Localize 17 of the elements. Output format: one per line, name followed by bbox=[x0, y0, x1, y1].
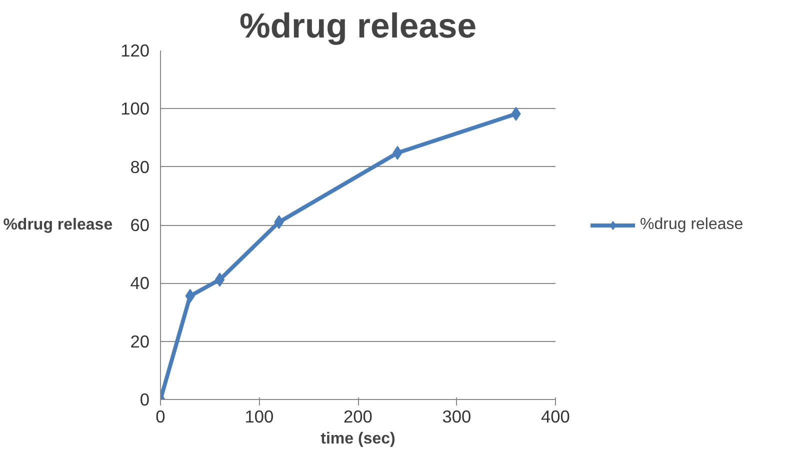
x-axis-title: time (sec) bbox=[320, 430, 396, 448]
y-tick-label: 40 bbox=[130, 273, 150, 294]
x-tick-label: 100 bbox=[244, 406, 274, 426]
y-tick-label: 120 bbox=[120, 40, 150, 60]
x-tick-label: 200 bbox=[344, 406, 372, 426]
y-tick-label: 0 bbox=[140, 390, 150, 410]
y-axis-title: %drug release bbox=[3, 216, 113, 234]
chart-title: %drug release bbox=[240, 8, 476, 46]
y-tick-label: 20 bbox=[130, 331, 150, 352]
point bbox=[214, 272, 225, 287]
y-tick-label: 60 bbox=[130, 215, 150, 235]
legend-label: %drug release bbox=[640, 216, 744, 234]
x-tick-label: 400 bbox=[541, 406, 570, 426]
x-tick-label: 300 bbox=[442, 406, 472, 426]
y-tick-label: 80 bbox=[130, 156, 150, 177]
y-tick-label: 100 bbox=[120, 98, 150, 119]
x-tick-label: 0 bbox=[156, 406, 166, 426]
